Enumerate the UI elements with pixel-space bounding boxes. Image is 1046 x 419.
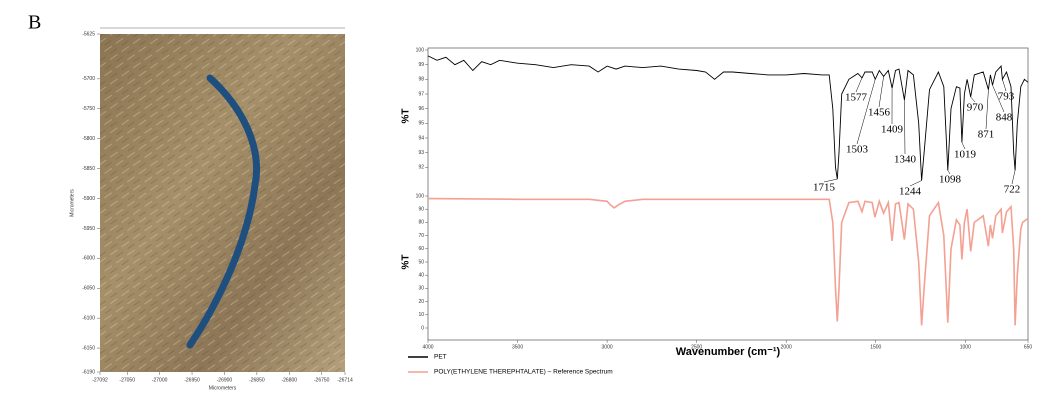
x-axis-label: Wavenumber (cm⁻¹) bbox=[676, 346, 781, 358]
legend-label: PET bbox=[434, 354, 447, 361]
x-tick-label: 650 bbox=[1024, 344, 1033, 350]
y-tick-label: 70 bbox=[418, 233, 424, 239]
peak-label: 848 bbox=[996, 112, 1013, 124]
y-tick-label: -5900 bbox=[82, 196, 95, 202]
y-tick-label: -5625 bbox=[82, 31, 95, 37]
y-tick-label: 99 bbox=[418, 62, 424, 68]
x-axis-label: Micrometers bbox=[209, 385, 237, 391]
x-tick-label: -26950 bbox=[184, 377, 200, 383]
y-tick-label: -6050 bbox=[82, 286, 95, 292]
y-axis-label: %T bbox=[401, 109, 412, 124]
peak-leader bbox=[986, 90, 988, 129]
peak-label: 970 bbox=[967, 102, 984, 114]
y-tick-label: 100 bbox=[416, 47, 425, 53]
x-tick-label: -26900 bbox=[217, 377, 233, 383]
spectrum-line bbox=[428, 199, 1028, 326]
x-tick-label: 1000 bbox=[960, 344, 971, 350]
y-tick-label: -6190 bbox=[82, 369, 95, 375]
x-tick-label: -27092 bbox=[92, 377, 108, 383]
peak-label: 1577 bbox=[845, 92, 868, 104]
y-tick-label: 93 bbox=[418, 150, 424, 156]
x-tick-label: -26714 bbox=[337, 377, 353, 383]
peak-label: 1715 bbox=[813, 182, 836, 194]
legend-label: POLY(ETHYLENE THEREPHTALATE) – Reference… bbox=[434, 369, 613, 376]
y-tick-label: -5850 bbox=[82, 166, 95, 172]
peak-leader bbox=[879, 76, 884, 107]
y-tick-label: 90 bbox=[418, 207, 424, 213]
peak-leader bbox=[1002, 79, 1006, 91]
peak-leader bbox=[904, 100, 905, 154]
y-tick-label: 0 bbox=[421, 325, 424, 331]
x-tick-label: 3500 bbox=[512, 344, 523, 350]
peak-label: 1019 bbox=[954, 149, 977, 161]
y-tick-label: 50 bbox=[418, 259, 424, 265]
y-tick-label: 96 bbox=[418, 106, 424, 112]
x-tick-label: -26750 bbox=[314, 377, 330, 383]
micrograph-texture bbox=[100, 34, 345, 372]
spectrum-frame bbox=[428, 48, 1028, 340]
micrograph bbox=[100, 28, 345, 372]
y-tick-label: -5700 bbox=[82, 76, 95, 82]
y-tick-label: -6150 bbox=[82, 345, 95, 351]
spectrum-line bbox=[428, 56, 1028, 181]
y-tick-label: 95 bbox=[418, 121, 424, 127]
x-tick-label: 1500 bbox=[870, 344, 881, 350]
y-tick-label: 97 bbox=[418, 91, 424, 97]
y-tick-label: 60 bbox=[418, 246, 424, 252]
y-tick-label: -5800 bbox=[82, 136, 95, 142]
x-tick-label: -26800 bbox=[281, 377, 297, 383]
y-axis-label: Micrometers bbox=[69, 189, 75, 217]
x-tick-label: 3000 bbox=[602, 344, 613, 350]
x-tick-label: -27000 bbox=[152, 377, 168, 383]
y-tick-label: 94 bbox=[418, 135, 424, 141]
y-tick-label: -6100 bbox=[82, 315, 95, 321]
y-tick-label: 20 bbox=[418, 299, 424, 305]
x-tick-label: 4000 bbox=[422, 344, 433, 350]
peak-leader bbox=[856, 78, 862, 92]
y-tick-label: 98 bbox=[418, 77, 424, 83]
peak-label: 1503 bbox=[846, 144, 869, 156]
peak-label: 871 bbox=[978, 129, 995, 141]
y-tick-label: 100 bbox=[416, 193, 425, 199]
x-tick-label: -26850 bbox=[249, 377, 265, 383]
y-tick-label: 10 bbox=[418, 312, 424, 318]
panel-label: B bbox=[28, 12, 41, 34]
peak-label: 793 bbox=[998, 91, 1015, 103]
peak-label: 1409 bbox=[881, 124, 904, 136]
y-tick-label: -5750 bbox=[82, 106, 95, 112]
y-tick-label: 92 bbox=[418, 165, 424, 171]
x-tick-label: -27050 bbox=[119, 377, 135, 383]
y-tick-label: -6000 bbox=[82, 256, 95, 262]
y-tick-label: 30 bbox=[418, 286, 424, 292]
y-axis-label: %T bbox=[401, 255, 412, 270]
peak-label: 722 bbox=[1004, 184, 1021, 196]
y-tick-label: -5950 bbox=[82, 226, 95, 232]
x-tick-label: 2000 bbox=[781, 344, 792, 350]
peak-leader bbox=[1012, 170, 1015, 184]
peak-label: 1456 bbox=[868, 107, 891, 119]
peak-label: 1098 bbox=[939, 174, 962, 186]
peak-label: 1244 bbox=[899, 186, 922, 198]
y-tick-label: 40 bbox=[418, 273, 424, 279]
peak-label: 1340 bbox=[894, 154, 917, 166]
y-tick-label: 80 bbox=[418, 220, 424, 226]
